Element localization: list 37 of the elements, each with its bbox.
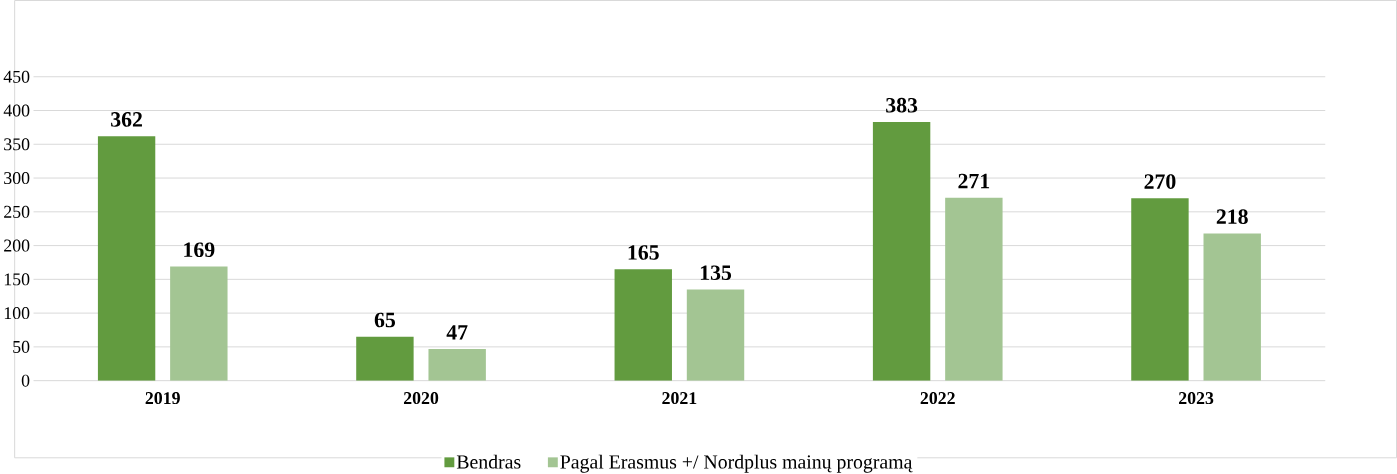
data-label: 218 [1216,209,1248,225]
data-label: 383 [886,97,918,113]
bar [356,336,414,381]
data-label: 271 [958,173,990,189]
x-tick-label: 2022 [920,392,955,405]
y-tick-label: 400 [3,104,30,117]
y-tick-label: 300 [4,172,30,185]
bar [428,348,486,381]
legend-label: Bendras [456,454,521,469]
x-tick-label: 2023 [1179,392,1214,405]
bar [614,269,672,381]
x-tick-label: 2021 [662,392,697,405]
bar [872,122,931,381]
bar [170,266,228,381]
data-label: 169 [184,242,215,258]
x-tick-label: 2019 [145,392,180,405]
x-tick-label: 2020 [403,392,439,405]
data-label: 65 [374,312,396,328]
y-tick-label: 350 [4,138,30,151]
data-label: 362 [111,112,142,127]
y-tick-label: 150 [4,273,30,286]
y-tick-label: 250 [4,205,30,218]
data-label: 270 [1144,174,1176,189]
bar [1203,233,1261,381]
legend-label: Pagal Erasmus +/ Nordplus mainų programą [560,454,913,473]
bar [1131,198,1189,381]
bar [945,197,1003,381]
y-tick-label: 0 [21,374,30,387]
bar [686,289,745,381]
data-label: 47 [446,325,468,340]
y-tick-label: 200 [4,239,30,252]
data-label: 135 [700,265,732,281]
data-label: 165 [628,245,659,260]
bar [97,136,156,381]
y-tick-label: 50 [13,340,30,353]
y-tick-label: 450 [3,70,30,83]
y-tick-label: 100 [4,307,30,320]
